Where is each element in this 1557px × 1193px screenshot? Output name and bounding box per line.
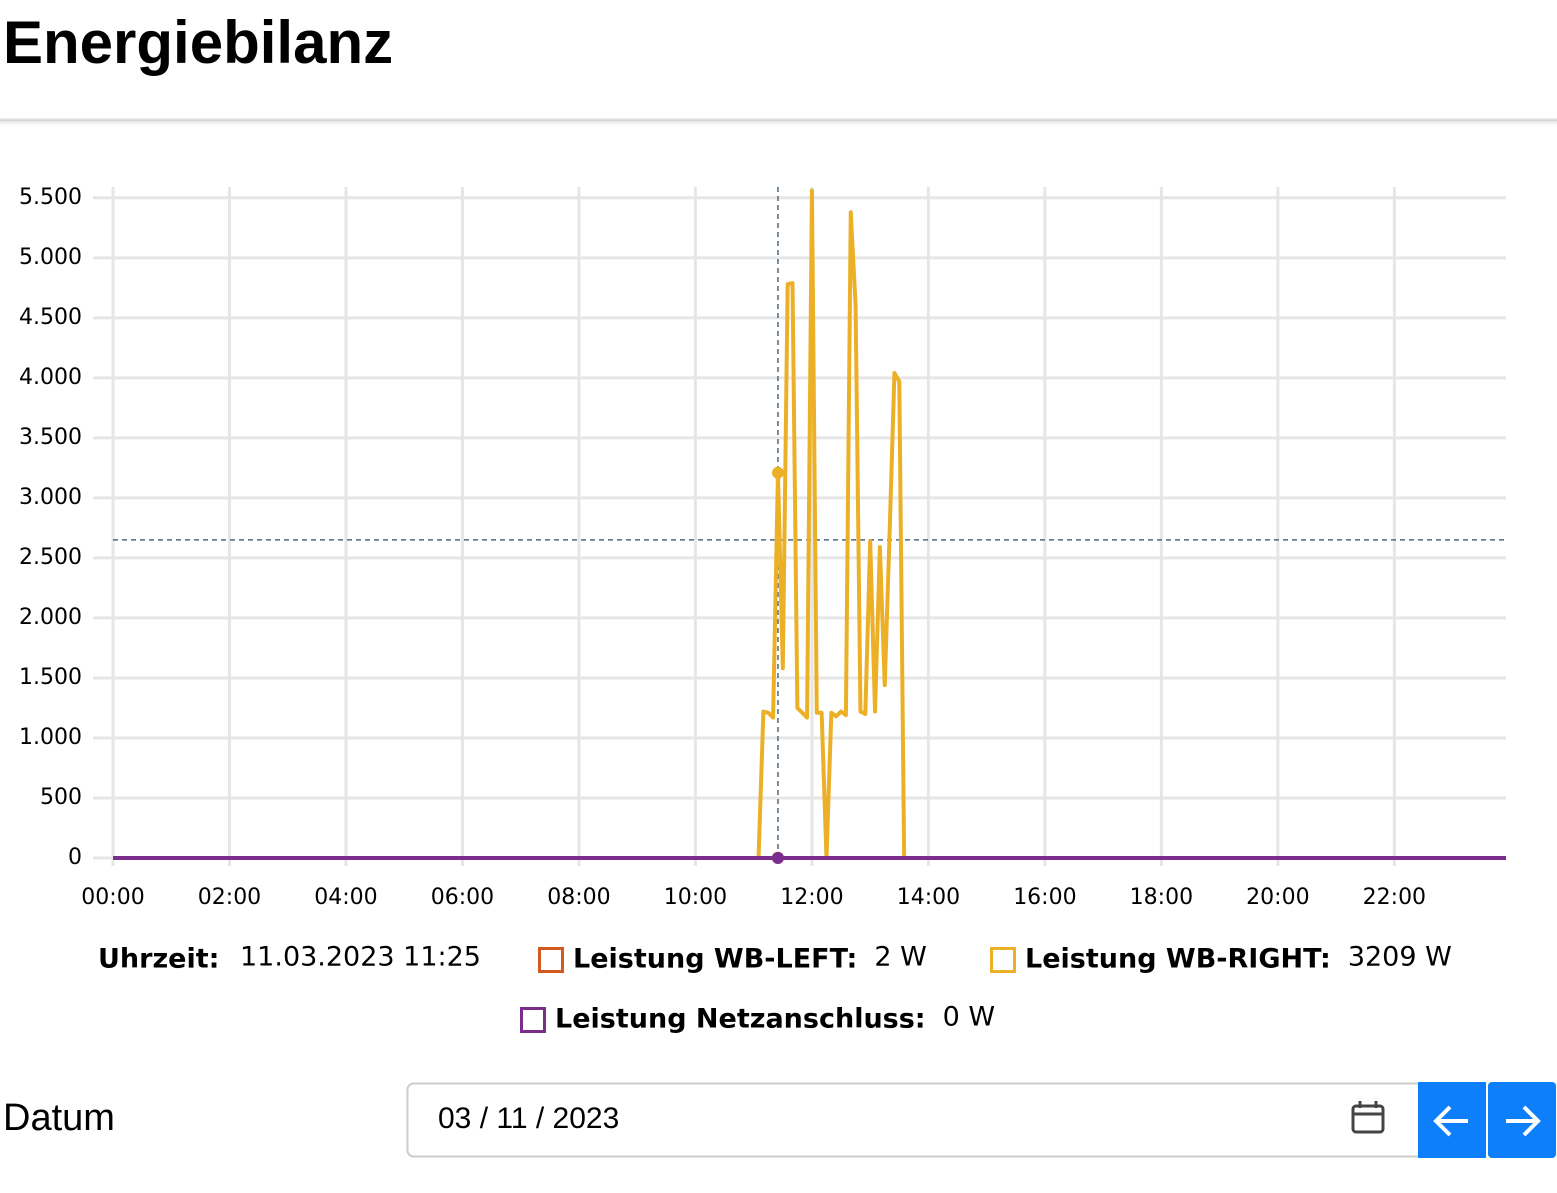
legend-label: Leistung WB-RIGHT:	[1025, 944, 1331, 975]
x-tick-label: 02:00	[198, 885, 261, 910]
y-tick-label: 3.000	[19, 485, 82, 510]
y-tick-label: 1.000	[19, 725, 82, 750]
tooltip-value: 2 W	[874, 942, 926, 973]
tooltip-value: 0 W	[943, 1002, 995, 1033]
y-tick-label: 4.000	[19, 365, 82, 390]
y-tick-label: 2.500	[19, 545, 82, 570]
series-line	[113, 188, 1506, 860]
y-tick-label: 3.500	[19, 425, 82, 450]
y-tick-label: 0	[68, 845, 82, 870]
header-shadow	[0, 120, 1557, 126]
y-tick-label: 2.000	[19, 605, 82, 630]
date-label: Datum	[3, 1097, 115, 1139]
x-tick-label: 22:00	[1363, 885, 1426, 910]
y-tick-label: 1.500	[19, 665, 82, 690]
tooltip-time-label: Uhrzeit:	[98, 944, 219, 975]
x-tick-label: 12:00	[780, 885, 843, 910]
page-title: Energiebilanz	[3, 9, 393, 76]
x-tick-label: 06:00	[431, 885, 494, 910]
x-tick-label: 20:00	[1246, 885, 1309, 910]
legend-swatch	[538, 947, 564, 973]
y-tick-label: 5.000	[19, 245, 82, 270]
x-tick-label: 08:00	[547, 885, 610, 910]
tooltip-time: 11.03.2023 11:25	[240, 942, 481, 973]
prev-arrow-icon[interactable]	[1433, 1105, 1468, 1137]
chart: 00:00 02:00 04:00 06:00 08:00 10:00 12:00 14:00…	[19, 185, 1506, 1035]
x-tick-label: 18:00	[1130, 885, 1193, 910]
legend-label: Leistung WB-LEFT:	[573, 944, 857, 975]
calendar-icon[interactable]	[1351, 1101, 1385, 1134]
hover-marker	[771, 466, 784, 479]
next-arrow-icon[interactable]	[1506, 1105, 1541, 1137]
legend-label: Leistung Netzanschluss:	[555, 1004, 926, 1035]
x-tick-label: 14:00	[897, 885, 960, 910]
hover-marker	[771, 852, 784, 864]
legend-swatch	[520, 1007, 546, 1033]
x-tick-label: 00:00	[81, 885, 144, 910]
legend-swatch	[990, 947, 1016, 973]
y-tick-label: 5.500	[19, 185, 82, 210]
x-tick-label: 16:00	[1013, 885, 1076, 910]
y-tick-label: 4.500	[19, 305, 82, 330]
x-tick-label: 04:00	[314, 885, 377, 910]
y-tick-label: 500	[40, 785, 82, 810]
x-tick-label: 10:00	[664, 885, 727, 910]
tooltip-value: 3209 W	[1348, 942, 1452, 973]
date-value[interactable]: 03 / 11 / 2023	[438, 1102, 619, 1135]
